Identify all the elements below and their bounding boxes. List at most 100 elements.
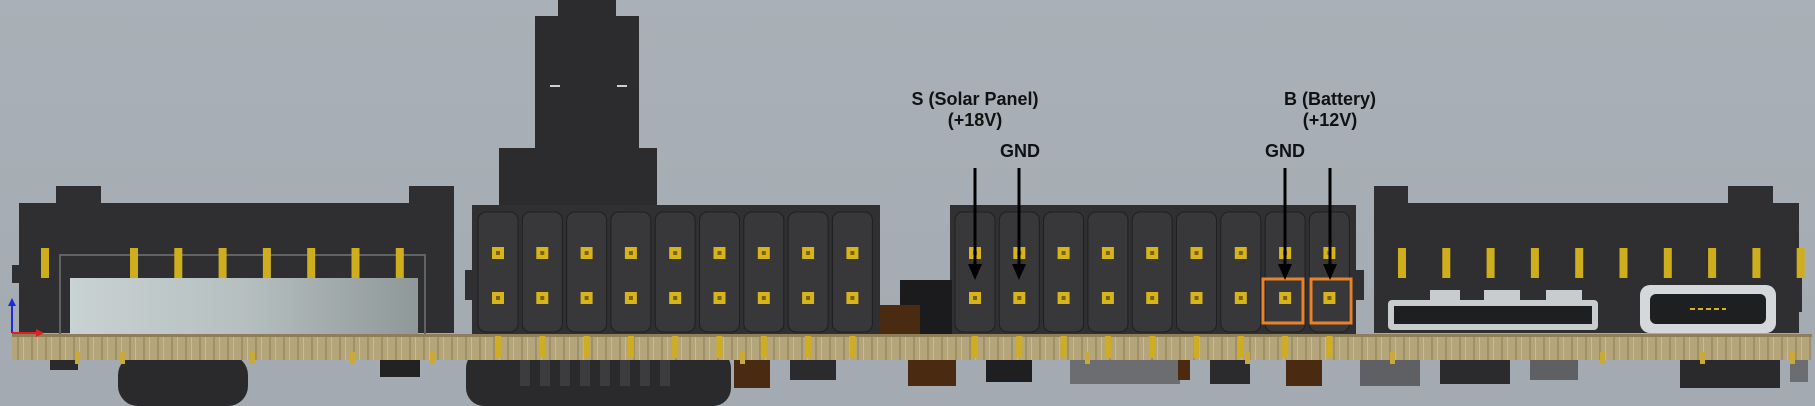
pin-lead	[672, 336, 679, 358]
header-cell	[1131, 211, 1173, 333]
header-pin-center	[673, 251, 678, 255]
header-pin-center	[1194, 296, 1199, 300]
battery-title: B (Battery)	[1283, 89, 1376, 109]
pin-lead	[805, 336, 812, 358]
solder-lead	[250, 352, 255, 364]
connector-pin	[1398, 248, 1406, 278]
solar-gnd-arrow	[1012, 168, 1026, 280]
connector-pin	[1442, 248, 1451, 278]
pin-lead	[1193, 336, 1200, 358]
connector-pin	[1486, 248, 1495, 278]
battery-gnd-arrow	[1278, 168, 1292, 280]
header-pin-center	[1327, 296, 1332, 300]
header-cell	[743, 211, 785, 333]
connector-pin	[130, 248, 138, 278]
battery-label: B (Battery) (+12V)	[1270, 89, 1390, 131]
pin-lead	[1104, 336, 1111, 358]
header-pin-center	[628, 251, 633, 255]
battery-gnd-highlight	[1261, 277, 1305, 325]
pin-lead	[1237, 336, 1244, 358]
header-pin-center	[1238, 251, 1243, 255]
battery-positive-arrow	[1323, 168, 1337, 280]
connector-pin	[1663, 248, 1672, 278]
pin-lead	[495, 336, 501, 358]
connector-pin	[1708, 248, 1717, 278]
header-pin-center	[584, 251, 589, 255]
connector-pin	[1796, 248, 1805, 278]
header-pin-center	[1061, 296, 1066, 300]
pin-lead	[1149, 336, 1156, 358]
header-cell	[1176, 211, 1217, 333]
pin-lead	[1016, 336, 1023, 358]
header-pin-center	[1105, 296, 1110, 300]
header-pin-center	[717, 296, 722, 300]
solder-lead	[1700, 352, 1705, 364]
pin-lead	[972, 336, 978, 358]
battery-gnd-label: GND	[1265, 141, 1305, 161]
header-cell	[610, 211, 652, 333]
pin-lead	[716, 336, 723, 358]
header-pin-center	[628, 296, 633, 300]
header-cell	[1220, 211, 1262, 333]
solder-lead	[1600, 352, 1605, 364]
solder-lead	[120, 352, 125, 364]
connector-pin	[351, 248, 360, 278]
pin-lead	[760, 336, 767, 358]
header-pin-center	[1150, 296, 1155, 300]
header-pin-center	[806, 296, 811, 300]
battery-positive-highlight	[1309, 277, 1353, 325]
header-pin-center	[761, 251, 766, 255]
pcb-board	[12, 334, 1812, 360]
pin-lead	[1060, 336, 1067, 358]
header-pin-center	[1017, 296, 1022, 300]
battery-voltage: (+12V)	[1302, 110, 1358, 130]
bottom-components	[50, 350, 1808, 406]
connector-pin	[1619, 248, 1628, 278]
header-cell	[477, 211, 519, 333]
solder-lead	[430, 352, 435, 364]
header-pins	[41, 211, 1805, 364]
header-pin-center	[496, 251, 500, 255]
connector-pin	[174, 248, 183, 278]
header-pin-center	[540, 296, 545, 300]
solder-lead	[1390, 352, 1395, 364]
right-connector	[1374, 186, 1802, 333]
header-pin-center	[973, 296, 977, 300]
header-cell	[654, 211, 696, 333]
header-pin-center	[1061, 251, 1066, 255]
header-pin-center	[761, 296, 766, 300]
pin-arrows	[968, 168, 1337, 280]
pin-lead	[627, 336, 634, 358]
header-pin-center	[673, 296, 678, 300]
pin-lead	[583, 336, 590, 358]
solder-lead	[75, 352, 80, 364]
header-pin-center	[1105, 251, 1110, 255]
connector-pin	[1575, 248, 1584, 278]
header-cell	[1087, 211, 1129, 333]
connector-pin	[395, 248, 404, 278]
pin-lead	[1282, 336, 1289, 358]
header-pin-center	[1150, 251, 1155, 255]
header-pin-center	[717, 251, 722, 255]
solder-lead	[740, 352, 745, 364]
solder-lead	[1085, 352, 1090, 364]
header-cell	[566, 211, 608, 333]
header-cell	[1043, 211, 1085, 333]
header-pin-center	[1283, 296, 1288, 300]
pin-lead	[849, 336, 856, 358]
solder-lead	[1790, 352, 1795, 364]
header-cell	[787, 211, 829, 333]
solar-title: S (Solar Panel)	[911, 89, 1039, 109]
header-pin-center	[496, 296, 500, 300]
connector-pin	[1752, 248, 1761, 278]
connector-pin	[262, 248, 271, 278]
pin-lead	[1326, 336, 1333, 358]
header-cell	[521, 211, 563, 333]
solder-lead	[1245, 352, 1250, 364]
solder-lead	[350, 352, 355, 364]
header-pin-center	[540, 251, 545, 255]
header-pin-center	[850, 296, 855, 300]
header-pin-center	[584, 296, 589, 300]
